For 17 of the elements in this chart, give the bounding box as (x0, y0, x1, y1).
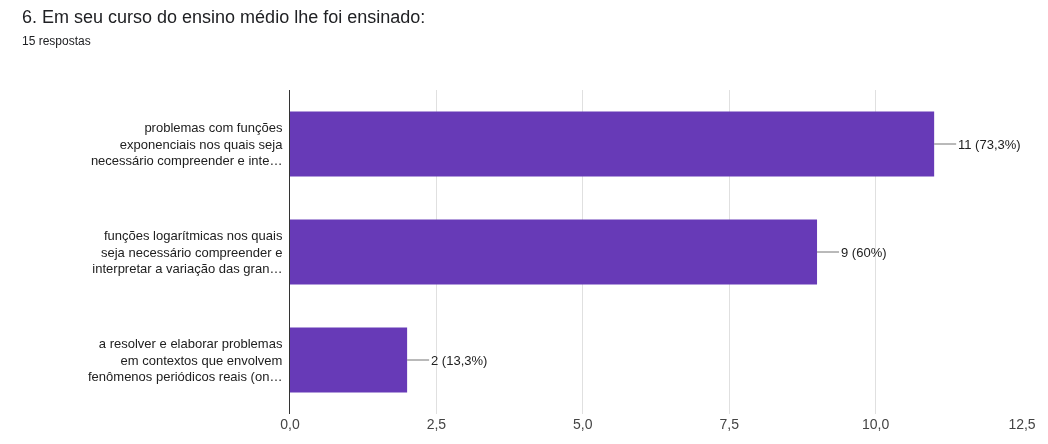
x-tick-label: 12,5 (1008, 416, 1036, 432)
y-tick-label: problemas com funções exponenciais nos quais seja necessário compreender e inte… (90, 119, 284, 169)
x-tick-label: 5,0 (573, 416, 593, 432)
x-tick-label: 7,5 (719, 416, 740, 432)
bar (290, 111, 935, 177)
text: 15 respostas (22, 34, 91, 48)
x-tick-label: 2,5 (426, 416, 447, 432)
x-tick-label: 0,0 (280, 416, 300, 432)
data-label: 9 (60%) (841, 245, 887, 260)
y-tick-label: funções logarítmicas nos quais seja necessário compreender e interpretar a variação das gran… (92, 227, 283, 277)
chart-title: 6. Em seu curso do ensino médio lhe foi ensinado: (22, 7, 426, 27)
bar (290, 219, 818, 285)
y-tick-label: a resolver e elaborar problemas em contextos que envolvem fenômenos periódicos reais (on… (88, 335, 283, 385)
x-tick-label: 10,0 (861, 416, 890, 432)
data-label: 2 (13,3%) (431, 353, 488, 368)
data-label: 11 (73,3%) (958, 137, 1021, 152)
bar (290, 327, 408, 393)
